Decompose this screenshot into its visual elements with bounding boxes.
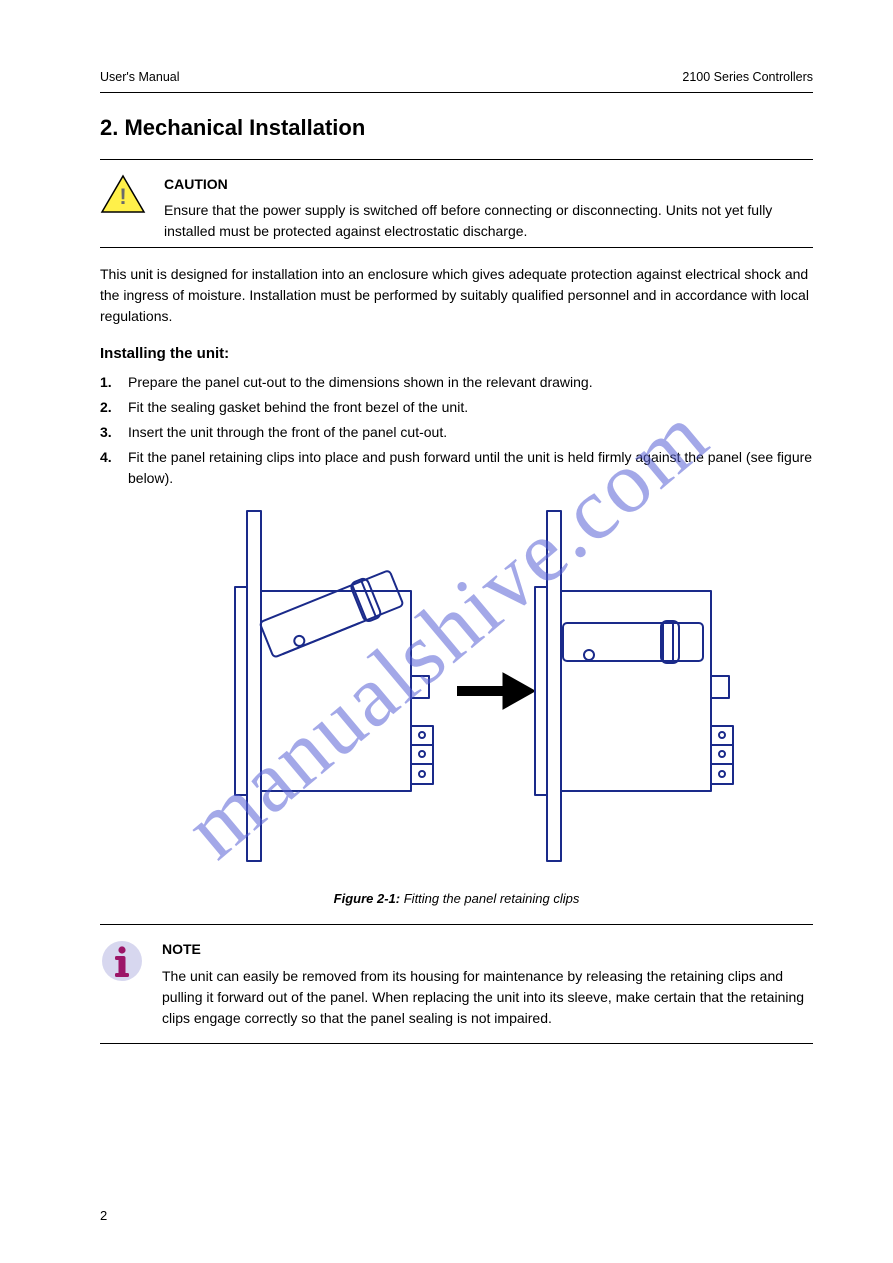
warning-triangle-icon: ! <box>100 174 146 214</box>
note-text: NOTE The unit can easily be removed from… <box>162 939 813 1029</box>
header-right: 2100 Series Controllers <box>682 70 813 84</box>
note-heading: NOTE <box>162 939 813 960</box>
step-row: 1. Prepare the panel cut-out to the dime… <box>100 372 813 393</box>
rule-after-caution <box>100 247 813 248</box>
clip-installation-diagram <box>177 501 737 881</box>
step-number: 3. <box>100 422 118 443</box>
figure-label: Figure 2-1: <box>334 891 400 906</box>
figure-caption: Figure 2-1: Fitting the panel retaining … <box>100 891 813 906</box>
step-number: 1. <box>100 372 118 393</box>
step-number: 4. <box>100 447 118 489</box>
rule-top <box>100 92 813 93</box>
rule-bottom <box>100 1043 813 1044</box>
step-text: Insert the unit through the front of the… <box>128 422 447 443</box>
step-text: Fit the sealing gasket behind the front … <box>128 397 468 418</box>
caution-text: CAUTION Ensure that the power supply is … <box>164 174 813 241</box>
header-left: User's Manual <box>100 70 180 84</box>
intro-paragraph: This unit is designed for installation i… <box>100 264 813 327</box>
steps-title: Installing the unit: <box>100 345 813 362</box>
step-row: 3. Insert the unit through the front of … <box>100 422 813 443</box>
caution-heading: CAUTION <box>164 174 813 194</box>
figure <box>100 501 813 881</box>
figure-caption-text: Fitting the panel retaining clips <box>404 891 580 906</box>
step-row: 2. Fit the sealing gasket behind the fro… <box>100 397 813 418</box>
caution-body: Ensure that the power supply is switched… <box>164 200 813 241</box>
step-text: Fit the panel retaining clips into place… <box>128 447 813 489</box>
step-text: Prepare the panel cut-out to the dimensi… <box>128 372 593 393</box>
step-number: 2. <box>100 397 118 418</box>
page-number: 2 <box>100 1208 107 1223</box>
section-title: 2. Mechanical Installation <box>100 115 813 141</box>
info-icon <box>100 939 144 983</box>
svg-text:!: ! <box>119 184 126 209</box>
note-body: The unit can easily be removed from its … <box>162 966 813 1029</box>
rule-before-note <box>100 924 813 925</box>
rule-after-title <box>100 159 813 160</box>
caution-block: ! CAUTION Ensure that the power supply i… <box>100 174 813 241</box>
note-block: NOTE The unit can easily be removed from… <box>100 939 813 1029</box>
step-row: 4. Fit the panel retaining clips into pl… <box>100 447 813 489</box>
